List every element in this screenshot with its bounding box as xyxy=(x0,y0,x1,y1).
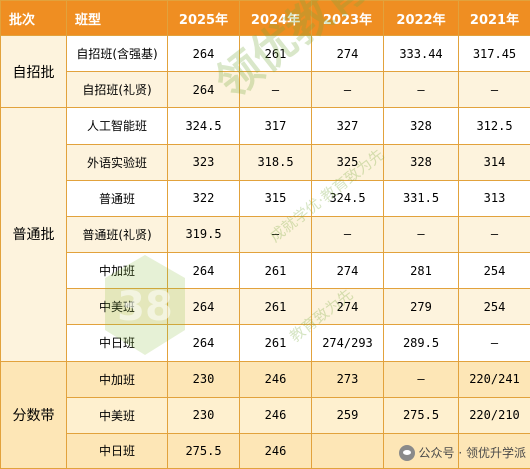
score-cell: 275.5 xyxy=(383,396,459,434)
score-cell: 261 xyxy=(239,288,312,326)
score-cell: — xyxy=(311,215,384,254)
score-cell: 319.5 xyxy=(167,215,240,254)
header-year-2021: 2021年 xyxy=(458,0,530,36)
header-year-2024: 2024年 xyxy=(239,0,312,36)
class-cell: 外语实验班 xyxy=(66,143,168,181)
table-row: 分数带 中加班 230 246 273 — 220/241 xyxy=(0,360,530,469)
score-cell xyxy=(458,432,530,469)
header-class: 班型 xyxy=(66,0,168,36)
score-cell: 264 xyxy=(167,252,240,290)
score-cell: 254 xyxy=(458,252,530,290)
table-row: 外语实验班 323 318.5 325 328 314 xyxy=(1,143,530,181)
score-cell: 315 xyxy=(239,179,312,217)
class-cell: 人工智能班 xyxy=(66,107,168,145)
score-cell: 261 xyxy=(239,324,312,362)
score-cell: 333.44 xyxy=(383,34,459,73)
header-year-2025: 2025年 xyxy=(167,0,240,36)
score-cell: 274 xyxy=(311,252,384,290)
table-row: 自招批 自招班(含强基) 264 261 274 333.44 317.45 xyxy=(0,34,530,109)
table-row: 中美班 264 261 274 279 254 xyxy=(1,288,530,326)
score-cell: 314 xyxy=(458,143,530,181)
score-cell: 220/241 xyxy=(458,360,530,398)
class-cell: 自招班(礼贤) xyxy=(66,71,168,109)
score-cell: 264 xyxy=(167,71,240,109)
score-cell: 274 xyxy=(311,34,384,73)
batch-cell: 普通批 xyxy=(0,107,67,362)
score-cell: 328 xyxy=(383,107,459,145)
score-cell: 317 xyxy=(239,107,312,145)
class-cell: 中加班 xyxy=(66,252,168,290)
score-cell: 273 xyxy=(311,360,384,398)
header-batch: 批次 xyxy=(0,0,67,36)
score-cell: 324.5 xyxy=(311,179,384,217)
class-cell: 普通班 xyxy=(66,179,168,217)
score-cell: 246 xyxy=(239,360,312,398)
header-row: 批次 班型 2025年 2024年 2023年 2022年 2021年 xyxy=(0,0,530,36)
table-row: 中美班 230 246 259 275.5 220/210 xyxy=(1,396,530,434)
score-cell: 274/293 xyxy=(311,324,384,362)
score-cell: 275.5 xyxy=(167,432,240,469)
table-row: 中加班 264 261 274 281 254 xyxy=(1,252,530,290)
score-cell: 261 xyxy=(239,34,312,73)
table-row: 中日班 275.5 246 xyxy=(1,432,530,469)
score-cell: — xyxy=(311,71,384,109)
score-cell: 274 xyxy=(311,288,384,326)
score-cell: 323 xyxy=(167,143,240,181)
score-cell: 259 xyxy=(311,396,384,434)
footer-text: 公众号 · 领优升学派 xyxy=(418,446,526,460)
class-cell: 中美班 xyxy=(66,288,168,326)
score-cell: 264 xyxy=(167,34,240,73)
score-cell: 312.5 xyxy=(458,107,530,145)
score-cell: 328 xyxy=(383,143,459,181)
score-cell: 264 xyxy=(167,288,240,326)
class-cell: 中加班 xyxy=(66,360,168,398)
header-year-2022: 2022年 xyxy=(383,0,459,36)
score-cell: — xyxy=(458,71,530,109)
table-row: 普通批 人工智能班 324.5 317 327 328 312.5 xyxy=(0,107,530,362)
score-cell: 254 xyxy=(458,288,530,326)
score-cell: 322 xyxy=(167,179,240,217)
table-row: 自招班(礼贤) 264 — — — — xyxy=(1,71,530,109)
score-cell: 289.5 xyxy=(383,324,459,362)
batch-cell: 分数带 xyxy=(0,360,67,469)
score-cell xyxy=(311,432,384,469)
score-cell: — xyxy=(383,360,459,398)
score-cell: 279 xyxy=(383,288,459,326)
wechat-icon xyxy=(398,444,415,461)
score-cell: 230 xyxy=(167,396,240,434)
score-cell: 246 xyxy=(239,432,312,469)
score-cell: 261 xyxy=(239,252,312,290)
score-cell: 317.45 xyxy=(458,34,530,73)
score-cell: — xyxy=(458,324,530,362)
score-cell: 246 xyxy=(239,396,312,434)
table-row: 中日班 264 261 274/293 289.5 — xyxy=(1,324,530,362)
score-cell: 331.5 xyxy=(383,179,459,217)
score-cell: — xyxy=(383,215,459,254)
score-cell: 324.5 xyxy=(167,107,240,145)
score-cell: 230 xyxy=(167,360,240,398)
score-cell: 325 xyxy=(311,143,384,181)
batch-cell: 自招批 xyxy=(0,34,67,109)
class-cell: 中美班 xyxy=(66,396,168,434)
table-row: 普通班 322 315 324.5 331.5 313 xyxy=(1,179,530,217)
score-cell: — xyxy=(458,215,530,254)
class-cell: 自招班(含强基) xyxy=(66,34,168,73)
score-cell: 264 xyxy=(167,324,240,362)
score-cell: 327 xyxy=(311,107,384,145)
score-cell: — xyxy=(239,215,312,254)
header-year-2023: 2023年 xyxy=(311,0,384,36)
class-cell: 中日班 xyxy=(66,432,168,469)
score-cell: — xyxy=(383,71,459,109)
score-cell: 281 xyxy=(383,252,459,290)
class-cell: 中日班 xyxy=(66,324,168,362)
score-cell: 220/210 xyxy=(458,396,530,434)
class-cell: 普通班(礼贤) xyxy=(66,215,168,254)
score-cell: — xyxy=(239,71,312,109)
score-cell: 313 xyxy=(458,179,530,217)
table-row: 普通班(礼贤) 319.5 — — — — xyxy=(1,215,530,254)
footer-credit: 公众号 · 领优升学派 xyxy=(398,444,526,461)
score-cell: 318.5 xyxy=(239,143,312,181)
